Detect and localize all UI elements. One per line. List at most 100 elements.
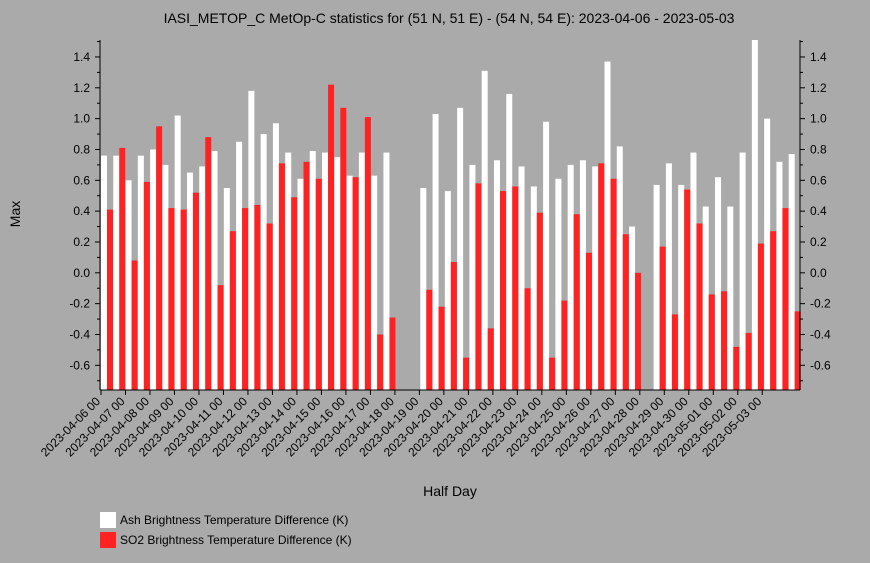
so2-bar xyxy=(659,246,666,390)
so2-bar xyxy=(364,117,371,390)
ash-bar xyxy=(322,152,329,390)
so2-bar xyxy=(794,311,801,390)
so2-bar xyxy=(426,289,433,390)
ash-bar xyxy=(555,178,562,390)
ash-bar xyxy=(174,115,181,391)
so2-bar xyxy=(487,328,494,390)
ash-bar xyxy=(567,164,574,390)
chart-title: IASI_METOP_C MetOp-C statistics for (51 … xyxy=(164,10,735,26)
so2-bar xyxy=(610,178,617,390)
ash-bar xyxy=(211,151,218,390)
ash-bar xyxy=(629,226,636,390)
so2-bar xyxy=(782,208,789,390)
y-tick-label-right: 0.2 xyxy=(810,235,827,249)
so2-bar xyxy=(635,272,642,390)
y-tick-label-right: 0.6 xyxy=(810,173,827,187)
ash-bar xyxy=(150,149,157,390)
so2-bar xyxy=(107,209,113,390)
so2-bar xyxy=(119,147,126,390)
ash-bar xyxy=(653,184,660,390)
so2-bar xyxy=(180,209,187,390)
y-tick-label-left: 1.0 xyxy=(73,112,90,126)
ash-bar xyxy=(702,206,709,390)
so2-bar xyxy=(266,223,273,390)
ash-bar xyxy=(137,155,144,390)
ash-bar xyxy=(101,155,107,390)
y-axis-label: Max xyxy=(7,201,23,227)
so2-bar xyxy=(205,137,212,390)
y-tick-label-right: 1.0 xyxy=(810,112,827,126)
so2-bar xyxy=(745,332,752,390)
ash-bar xyxy=(236,141,243,390)
so2-bar xyxy=(192,192,199,390)
x-axis-label: Half Day xyxy=(423,483,477,499)
ash-bar xyxy=(260,134,267,390)
so2-bar xyxy=(242,208,249,390)
ash-bar xyxy=(469,164,476,390)
y-tick-label-right: 1.4 xyxy=(810,50,827,64)
ash-bar xyxy=(776,161,783,390)
so2-bar xyxy=(561,300,568,390)
so2-bar xyxy=(168,208,175,390)
ash-bar xyxy=(223,188,230,390)
ash-bar xyxy=(346,175,353,390)
ash-bar xyxy=(358,152,365,390)
so2-bar xyxy=(475,183,482,390)
so2-bar xyxy=(450,262,457,390)
ash-bar xyxy=(113,155,120,390)
so2-bar xyxy=(770,231,777,390)
so2-bar xyxy=(499,191,506,390)
so2-bar xyxy=(536,212,543,390)
ash-bar xyxy=(199,166,206,390)
so2-bar xyxy=(622,234,629,390)
ash-bar xyxy=(444,191,451,390)
so2-bar xyxy=(377,334,384,390)
ash-bar xyxy=(739,152,746,390)
ash-bar xyxy=(272,123,279,390)
y-tick-label-right: -0.2 xyxy=(810,297,831,311)
ash-bar xyxy=(420,188,427,390)
so2-bar xyxy=(278,163,285,390)
so2-bar xyxy=(549,357,556,390)
y-tick-label-left: 0.8 xyxy=(73,142,90,156)
so2-bar xyxy=(352,177,359,390)
ash-bar xyxy=(493,160,500,390)
ash-bar xyxy=(543,121,550,390)
so2-bar xyxy=(217,285,224,390)
so2-bar xyxy=(143,181,150,390)
so2-bar xyxy=(598,163,605,390)
ash-bar xyxy=(616,146,623,390)
y-tick-label-right: 0.4 xyxy=(810,204,827,218)
so2-bar xyxy=(389,317,396,390)
y-tick-label-left: 1.4 xyxy=(73,50,90,64)
so2-bar xyxy=(291,197,298,390)
ash-bar xyxy=(383,152,390,390)
so2-bar xyxy=(438,306,445,390)
ash-bar xyxy=(334,157,341,390)
ash-bar xyxy=(690,152,697,390)
so2-bar xyxy=(340,107,347,390)
ash-bar xyxy=(162,164,169,390)
so2-bar xyxy=(696,223,703,390)
so2-bar xyxy=(156,126,163,390)
legend-swatch-so2 xyxy=(100,532,116,548)
ash-bar xyxy=(751,40,758,390)
ash-bar xyxy=(432,114,439,390)
so2-bar xyxy=(463,357,470,390)
y-tick-label-left: -0.6 xyxy=(69,358,90,372)
so2-bar xyxy=(573,214,580,390)
ash-bar xyxy=(530,186,537,390)
y-tick-label-right: -0.6 xyxy=(810,358,831,372)
so2-bar xyxy=(671,314,678,390)
so2-bar xyxy=(524,288,531,390)
ash-bar xyxy=(678,184,685,390)
so2-bar xyxy=(254,204,261,390)
y-tick-label-left: -0.4 xyxy=(69,327,90,341)
y-tick-label-left: 1.2 xyxy=(73,81,90,95)
ash-bar xyxy=(764,118,771,390)
so2-bar xyxy=(733,346,740,390)
ash-bar xyxy=(371,175,378,390)
so2-bar xyxy=(585,252,592,390)
ash-bar xyxy=(285,152,292,390)
